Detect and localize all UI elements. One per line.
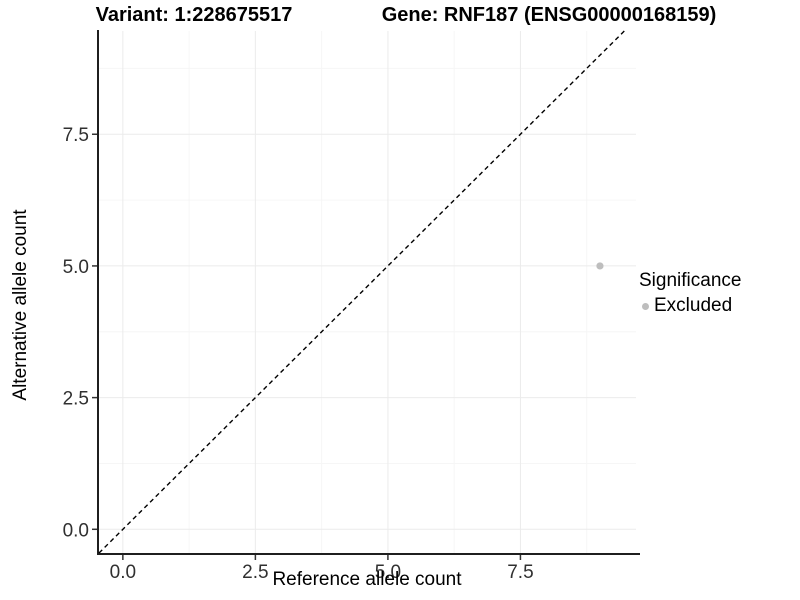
x-axis-title: Reference allele count [272,569,462,590]
plot-title-gene: Gene: RNF187 (ENSG00000168159) [381,4,717,26]
y-tick-label: 7.5 [63,125,89,146]
plot-title-variant: Variant: 1:228675517 [95,4,293,26]
x-tick-label: 2.5 [242,562,268,583]
x-tick-label: 0.0 [110,562,136,583]
legend: Significance Excluded [639,270,741,317]
legend-entry-excluded: Excluded [639,295,741,317]
y-axis-title: Alternative allele count [10,209,31,401]
x-tick-label: 5.0 [375,562,401,583]
y-tick-label: 0.0 [63,520,89,541]
identity-dashed-line [98,30,625,554]
legend-key-dot-icon [642,302,649,310]
legend-entry-label: Excluded [654,295,733,316]
y-tick-label: 5.0 [63,257,89,278]
legend-title: Significance [639,270,742,291]
x-tick-label: 7.5 [507,562,533,583]
data-point-excluded [596,262,604,270]
y-tick-label: 2.5 [63,389,89,410]
